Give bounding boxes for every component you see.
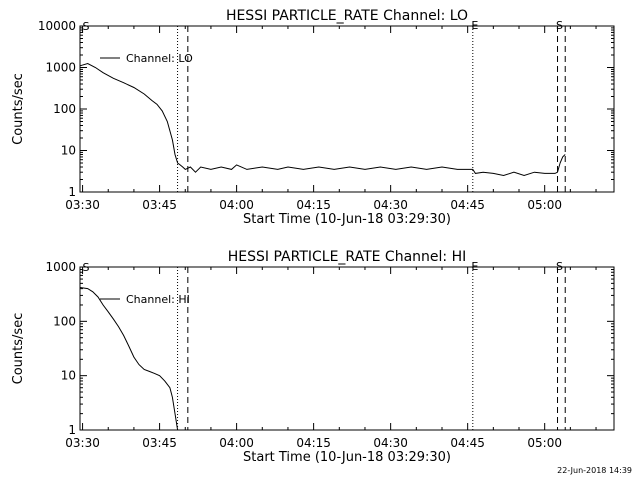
y-axis-label: Counts/sec	[11, 313, 26, 385]
chart-title: HESSI PARTICLE_RATE Channel: LO	[226, 8, 468, 24]
x-axis-label: Start Time (10-Jun-18 03:29:30)	[243, 212, 451, 227]
x-tick-label: 03:45	[142, 198, 177, 212]
time-marker-label: S	[556, 260, 563, 273]
y-tick-label: 100	[53, 314, 76, 328]
y-tick-label: 10	[61, 144, 76, 158]
time-marker-label: E	[471, 19, 478, 32]
y-tick-label: 10000	[38, 19, 76, 33]
y-tick-label: 10	[61, 369, 76, 383]
time-marker-label: E	[471, 260, 478, 273]
time-marker-label: S	[556, 19, 563, 32]
y-tick-label: 1000	[45, 260, 76, 274]
x-tick-label: 04:45	[450, 436, 485, 450]
x-tick-label: 03:30	[65, 198, 100, 212]
series-line	[79, 62, 566, 177]
y-tick-label: 1	[68, 423, 76, 437]
y-tick-label: 100	[53, 102, 76, 116]
x-tick-label: 04:45	[450, 198, 485, 212]
plot-frame	[79, 266, 615, 431]
x-tick-label: 04:15	[296, 436, 331, 450]
series-line	[79, 287, 179, 431]
edge-marker-label: S	[83, 20, 90, 33]
x-tick-label: 04:30	[373, 436, 408, 450]
x-tick-label: 04:15	[296, 198, 331, 212]
x-tick-label: 03:30	[65, 436, 100, 450]
x-tick-label: 04:30	[373, 198, 408, 212]
timestamp: 22-Jun-2018 14:39	[557, 466, 632, 475]
x-tick-label: 04:00	[219, 198, 254, 212]
x-tick-label: 03:45	[142, 436, 177, 450]
x-tick-label: 05:00	[527, 436, 562, 450]
x-tick-label: 04:00	[219, 436, 254, 450]
x-axis-label: Start Time (10-Jun-18 03:29:30)	[243, 450, 451, 465]
legend-label: Channel: LO	[126, 52, 193, 65]
y-tick-label: 1000	[45, 61, 76, 75]
edge-marker-label: S	[83, 261, 90, 274]
y-axis-label: Counts/sec	[11, 73, 26, 145]
chart-title: HESSI PARTICLE_RATE Channel: HI	[228, 249, 466, 265]
y-tick-label: 1	[68, 185, 76, 199]
legend-label: Channel: HI	[126, 293, 190, 306]
x-tick-label: 05:00	[527, 198, 562, 212]
